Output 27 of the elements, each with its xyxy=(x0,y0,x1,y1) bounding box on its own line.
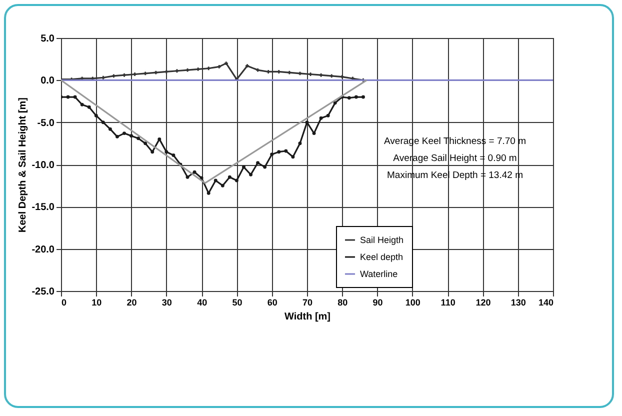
x-tick-label: 50 xyxy=(232,298,242,308)
y-tick-label: -20.0 xyxy=(32,244,55,256)
x-tick-label: 100 xyxy=(405,298,420,308)
y-tick-label: -15.0 xyxy=(32,202,55,214)
y-tick-label: 5.0 xyxy=(40,34,55,44)
x-tick-label: 0 xyxy=(62,298,67,308)
x-tick-label: 90 xyxy=(372,298,383,308)
x-tick-label: 110 xyxy=(440,298,456,308)
x-tick-label: 20 xyxy=(126,298,137,308)
y-axis-title: Keel Depth & Sail Height [m] xyxy=(18,97,29,233)
y-tick-label: -10.0 xyxy=(32,160,55,171)
x-tick-label: 60 xyxy=(267,298,278,308)
x-tick-label: 140 xyxy=(538,298,554,308)
x-axis-title: Width [m] xyxy=(284,312,331,322)
x-tick-label: 70 xyxy=(302,298,313,308)
x-tick-label: 40 xyxy=(197,298,208,308)
x-tick-label: 30 xyxy=(162,298,172,308)
x-tick-label: 80 xyxy=(338,298,348,308)
x-tick-label: 10 xyxy=(92,298,102,308)
legend-label: Keel depth xyxy=(360,252,404,262)
y-tick-label: -25.0 xyxy=(32,286,55,298)
y-tick-label: -5.0 xyxy=(37,118,55,129)
y-tick-label: 0.0 xyxy=(40,76,55,87)
x-tick-label: 130 xyxy=(510,298,526,308)
legend-label: Waterline xyxy=(360,269,398,279)
x-tick-label: 120 xyxy=(476,298,491,308)
legend-label: Sail Heigth xyxy=(360,235,404,245)
